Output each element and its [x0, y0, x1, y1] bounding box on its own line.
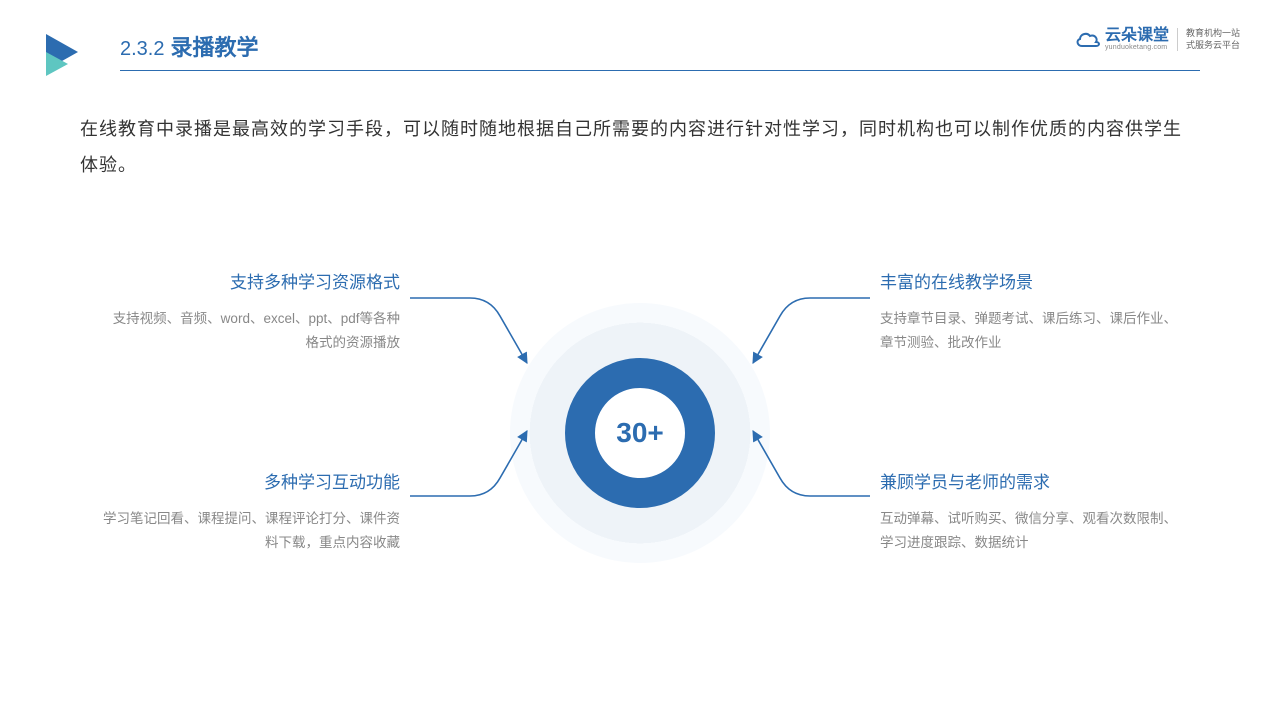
play-icon	[40, 30, 88, 83]
logo-tagline-1: 教育机构一站	[1186, 28, 1240, 40]
feature-desc: 支持视频、音频、word、excel、ppt、pdf等各种格式的资源播放	[100, 307, 400, 356]
section-title: 录播教学	[170, 30, 258, 62]
feature-desc: 支持章节目录、弹题考试、课后练习、课后作业、章节测验、批改作业	[880, 307, 1180, 356]
logo-tagline-2: 式服务云平台	[1186, 40, 1240, 52]
feature-desc: 学习笔记回看、课程提问、课程评论打分、课件资料下载，重点内容收藏	[100, 507, 400, 556]
cloud-icon	[1075, 30, 1101, 50]
center-label: 30+	[616, 417, 664, 449]
section-heading: 2.3.2 录播教学	[120, 30, 1200, 71]
feature-diagram: 30+ 支持多种学习资源格式 支持视频、音频、word、excel、ppt、pd…	[0, 213, 1280, 653]
feature-top-left: 支持多种学习资源格式 支持视频、音频、word、excel、ppt、pdf等各种…	[100, 268, 400, 356]
section-number: 2.3.2	[120, 38, 164, 61]
feature-desc: 互动弹幕、试听购买、微信分享、观看次数限制、学习进度跟踪、数据统计	[880, 507, 1180, 556]
center-donut: 30+	[565, 358, 715, 508]
feature-title: 多种学习互动功能	[100, 468, 400, 493]
header: 2.3.2 录播教学 云朵课堂 yunduoketang.com 教育机构一站 …	[0, 0, 1280, 81]
center-halo: 30+	[510, 303, 770, 563]
feature-bottom-right: 兼顾学员与老师的需求 互动弹幕、试听购买、微信分享、观看次数限制、学习进度跟踪、…	[880, 468, 1180, 556]
brand-logo: 云朵课堂 yunduoketang.com 教育机构一站 式服务云平台	[1075, 28, 1240, 51]
logo-domain: yunduoketang.com	[1105, 44, 1169, 51]
feature-bottom-left: 多种学习互动功能 学习笔记回看、课程提问、课程评论打分、课件资料下载，重点内容收…	[100, 468, 400, 556]
feature-title: 兼顾学员与老师的需求	[880, 468, 1180, 493]
feature-title: 丰富的在线教学场景	[880, 268, 1180, 293]
logo-name: 云朵课堂	[1105, 28, 1169, 44]
feature-title: 支持多种学习资源格式	[100, 268, 400, 293]
intro-paragraph: 在线教育中录播是最高效的学习手段，可以随时随地根据自己所需要的内容进行针对性学习…	[0, 81, 1280, 183]
feature-top-right: 丰富的在线教学场景 支持章节目录、弹题考试、课后练习、课后作业、章节测验、批改作…	[880, 268, 1180, 356]
